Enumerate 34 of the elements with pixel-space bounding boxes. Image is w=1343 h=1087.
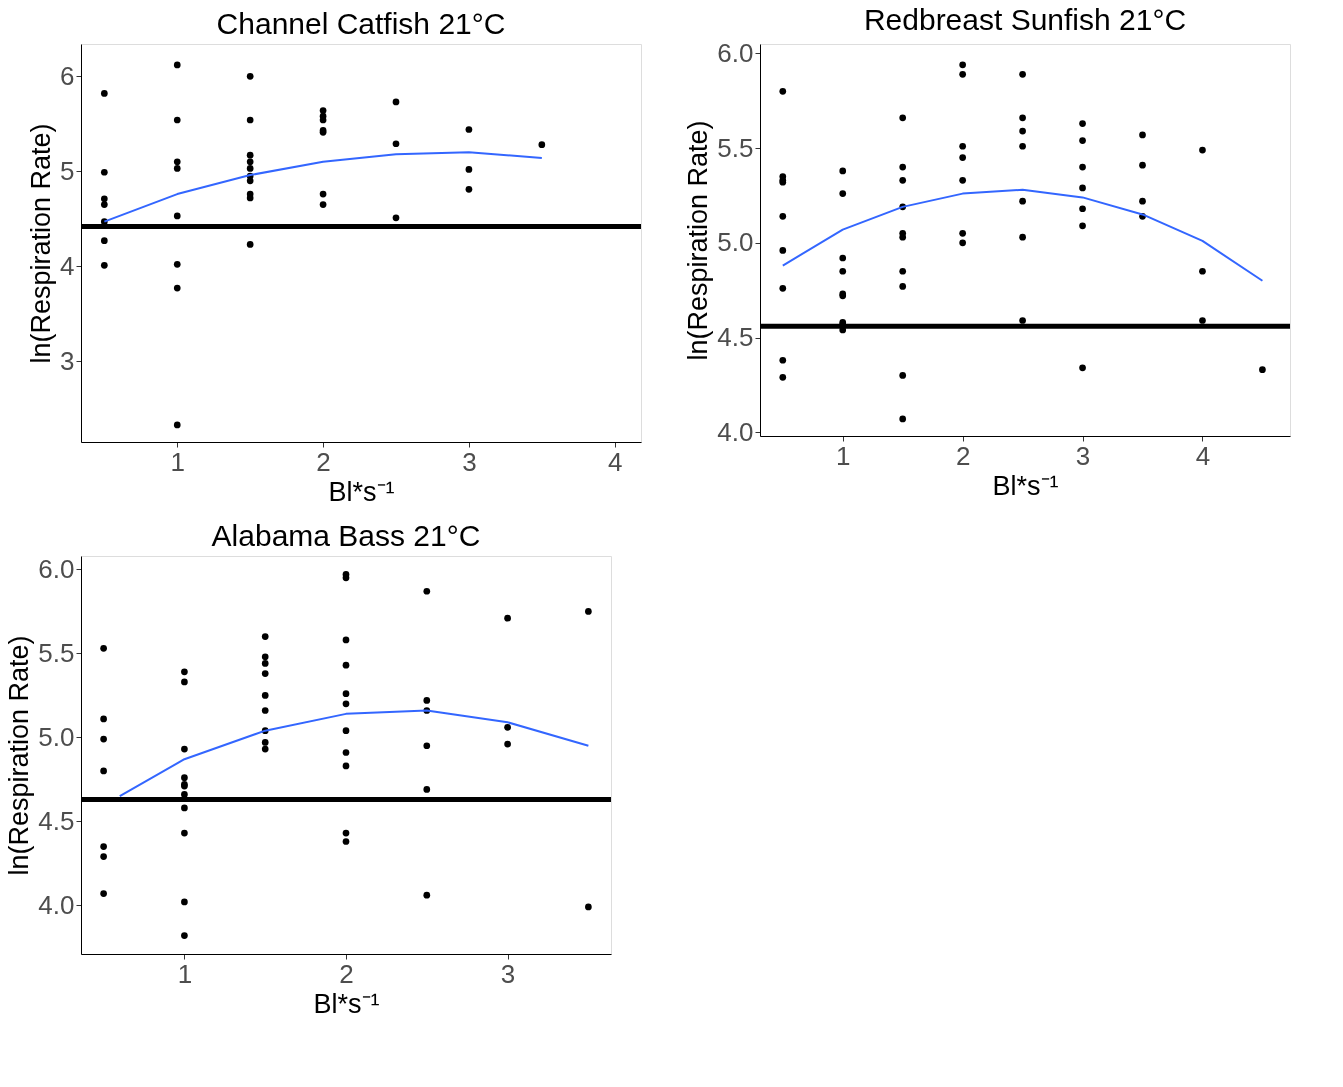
chart-title: Alabama Bass 21°C [211, 519, 481, 552]
y-tick-label: 5.0 [717, 227, 754, 258]
y-tick-label: 6.0 [38, 553, 75, 584]
y-tick-label: 5.5 [38, 637, 75, 668]
y-tick-label: 4.0 [717, 416, 754, 447]
x-tick-label: 1 [170, 446, 185, 477]
y-tick-label: 5.5 [717, 132, 754, 163]
y-tick-label: 6.0 [717, 37, 754, 68]
y-tick-label: 4 [60, 250, 75, 281]
chart-title: Channel Catfish 21°C [216, 7, 506, 40]
x-tick-label: 1 [177, 958, 193, 989]
x-tick-label: 2 [339, 958, 354, 989]
y-axis-title: ln(Respiration Rate) [4, 635, 35, 876]
x-tick-label: 2 [316, 446, 331, 477]
y-tick-label: 4.5 [38, 805, 75, 836]
y-tick-label: 6 [60, 60, 75, 91]
y-axis-title: ln(Respiration Rate) [26, 123, 57, 364]
x-tick-label: 4 [608, 446, 623, 477]
x-tick-label: 1 [836, 440, 851, 471]
y-axis-title: ln(Respiration Rate) [683, 120, 714, 361]
y-tick-label: 5.0 [38, 721, 75, 752]
chart-title: Redbreast Sunfish 21°C [863, 3, 1187, 37]
x-axis-title: Bl*s⁻¹ [313, 988, 380, 1019]
y-tick-label: 3 [60, 345, 75, 376]
y-tick-label: 4.0 [38, 889, 75, 920]
x-axis-title: Bl*s⁻¹ [992, 470, 1059, 501]
x-axis-title: Bl*s⁻¹ [328, 476, 395, 507]
x-tick-label: 3 [1075, 440, 1091, 471]
x-tick-label: 4 [1195, 440, 1211, 471]
y-tick-label: 4.5 [717, 322, 754, 353]
y-tick-label: 5 [60, 155, 75, 186]
x-tick-label: 3 [462, 446, 477, 477]
x-tick-label: 3 [500, 958, 516, 989]
x-tick-label: 2 [955, 440, 971, 471]
